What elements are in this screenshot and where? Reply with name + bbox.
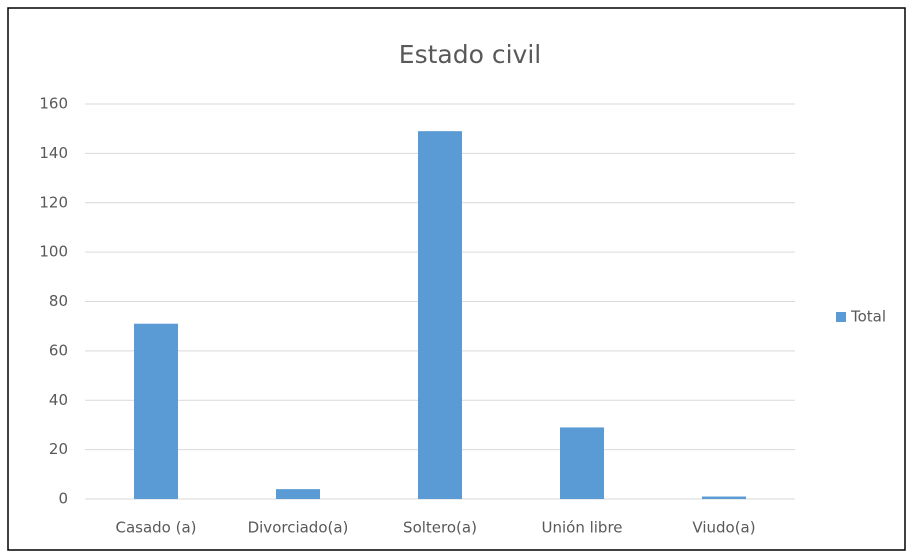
chart-title: Estado civil bbox=[399, 40, 541, 69]
bar bbox=[134, 323, 178, 499]
legend-swatch bbox=[836, 312, 846, 322]
bar bbox=[560, 427, 604, 499]
bar bbox=[276, 489, 320, 499]
y-tick-label: 60 bbox=[49, 341, 68, 359]
y-tick-label: 100 bbox=[39, 243, 68, 261]
x-tick-label: Divorciado(a) bbox=[248, 519, 349, 537]
y-tick-label: 80 bbox=[49, 292, 68, 310]
legend-label: Total bbox=[850, 308, 886, 326]
y-tick-label: 140 bbox=[39, 144, 68, 162]
y-tick-label: 160 bbox=[39, 95, 68, 113]
y-tick-label: 20 bbox=[49, 440, 68, 458]
y-tick-label: 120 bbox=[39, 193, 68, 211]
x-tick-label: Casado (a) bbox=[115, 519, 196, 537]
x-tick-label: Soltero(a) bbox=[403, 519, 477, 537]
y-tick-label: 0 bbox=[58, 490, 68, 508]
x-tick-label: Viudo(a) bbox=[692, 519, 755, 537]
y-tick-label: 40 bbox=[49, 391, 68, 409]
bar bbox=[418, 131, 462, 499]
x-tick-label: Unión libre bbox=[541, 519, 622, 537]
bar bbox=[702, 496, 746, 499]
